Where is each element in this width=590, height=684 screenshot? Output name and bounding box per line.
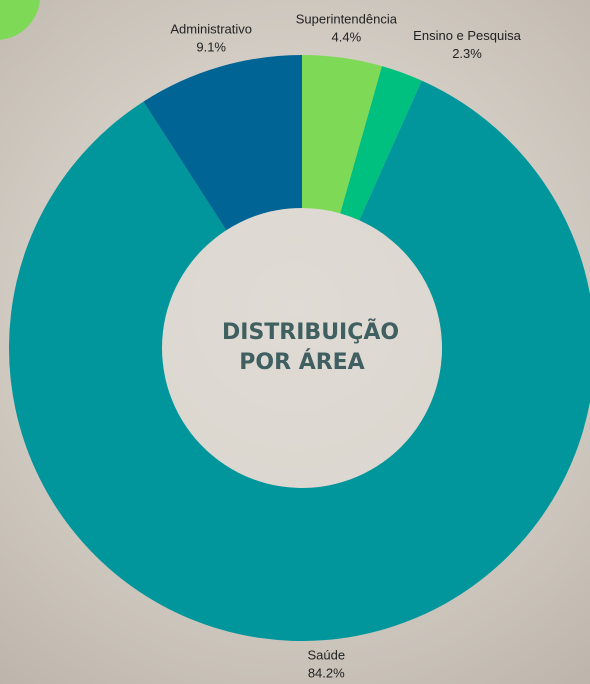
slice-label: Ensino e Pesquisa	[413, 28, 521, 43]
slice-value-label: 84.2%	[308, 666, 345, 681]
slice-label: Superintendência	[296, 12, 398, 27]
donut-hole	[162, 208, 442, 488]
slice-value-label: 9.1%	[196, 40, 226, 55]
chart-title: DISTRIBUIÇÃO POR ÁREA	[222, 320, 400, 375]
donut-slice	[302, 55, 382, 214]
slice-label: Saúde	[307, 648, 345, 663]
slice-value-label: 2.3%	[452, 46, 482, 61]
slice-value-label: 4.4%	[332, 30, 362, 45]
donut-slice	[340, 66, 422, 221]
donut-slice	[143, 55, 302, 231]
donut-slice	[9, 80, 590, 641]
slice-label: Administrativo	[170, 22, 252, 37]
corner-badge	[0, 0, 40, 40]
